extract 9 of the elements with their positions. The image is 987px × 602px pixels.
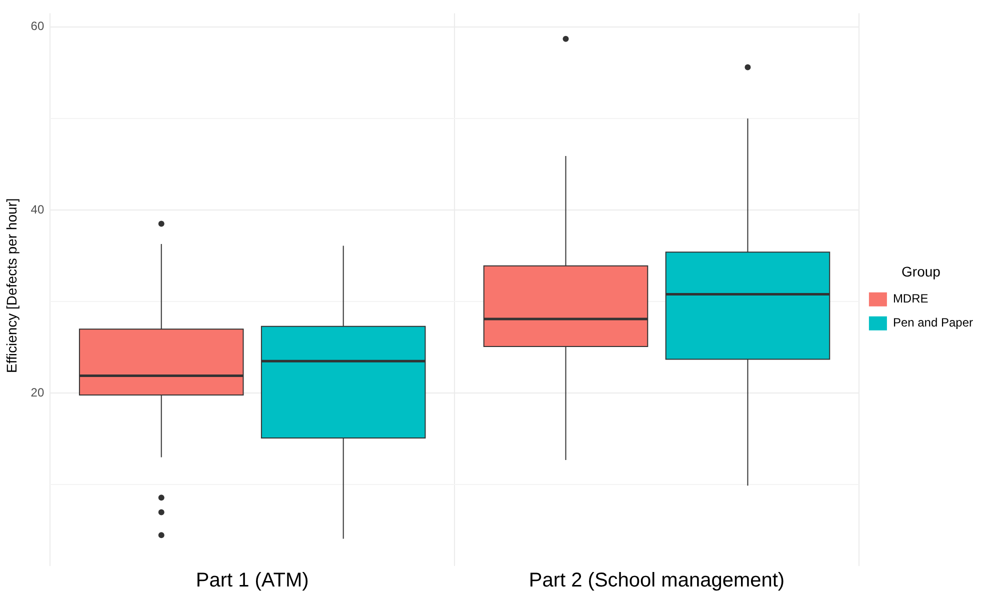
- x-tick-label: Part 1 (ATM): [196, 570, 309, 592]
- y-tick-label: 20: [30, 386, 44, 400]
- x-tick-label: Part 2 (School management): [528, 570, 785, 592]
- legend-label: Pen and Paper: [892, 316, 974, 330]
- y-tick-label: 40: [30, 202, 44, 216]
- legend-label: MDRE: [892, 292, 928, 306]
- legend-title: Group: [902, 263, 941, 280]
- y-axis-title: Efficiency [Defects per hour]: [3, 198, 20, 374]
- y-tick-label: 60: [30, 19, 44, 34]
